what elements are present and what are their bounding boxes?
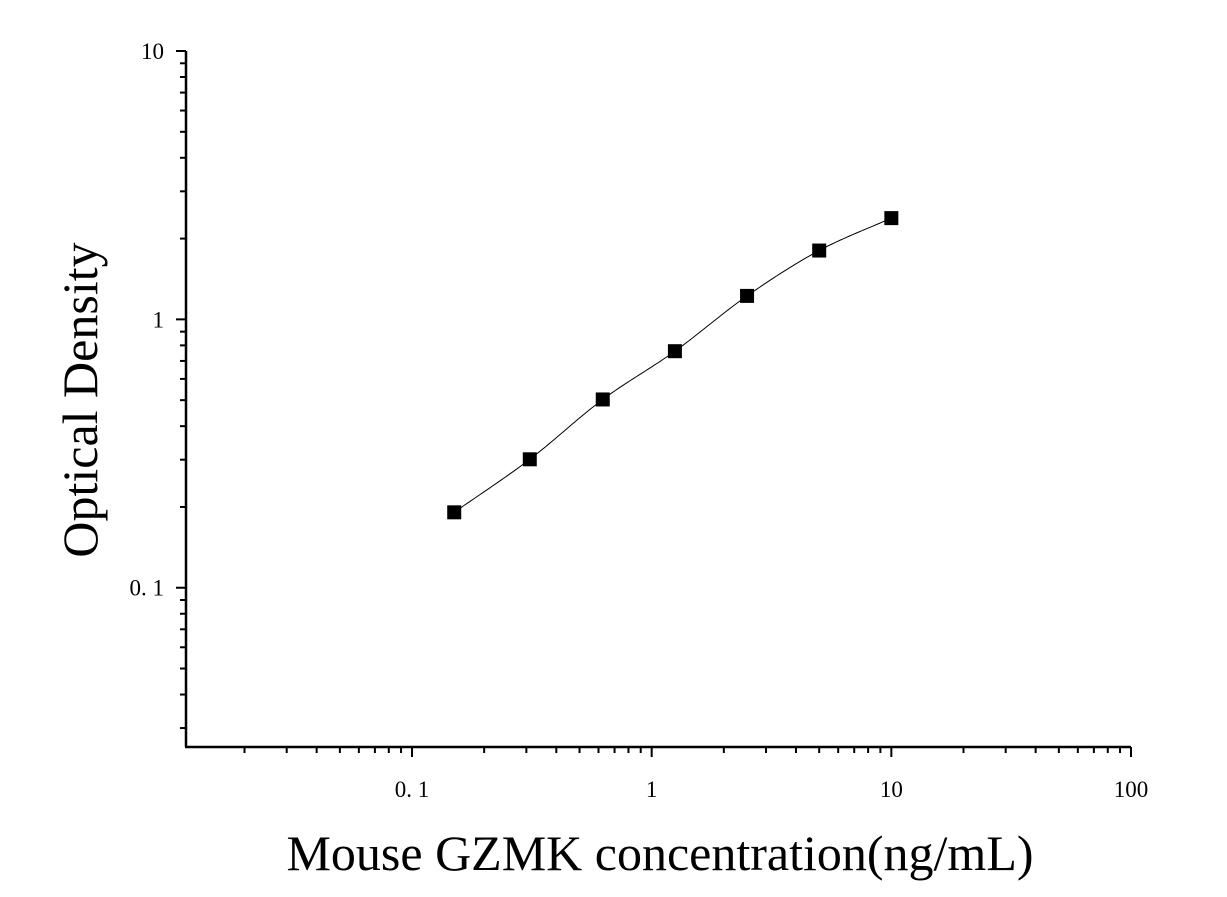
fit-curve	[453, 217, 892, 513]
y-axis-title: Optical Density	[52, 242, 108, 557]
x-axis-title: Mouse GZMK concentration(ng/mL)	[286, 825, 1033, 881]
x-tick-labels: 0. 1 1 10 100	[395, 777, 1148, 802]
axes	[176, 50, 1132, 757]
y-tick-labels: 0. 1 1 10	[130, 39, 165, 601]
y-tick-label: 1	[153, 307, 165, 332]
data-point-marker	[522, 452, 537, 467]
data-point-marker	[447, 505, 462, 520]
x-tick-label: 1	[646, 777, 658, 802]
data-point-marker	[812, 243, 827, 258]
data-point-marker	[667, 344, 682, 359]
y-tick-label: 10	[141, 39, 164, 64]
y-tick-label: 0. 1	[130, 576, 165, 601]
data-point-marker	[595, 392, 610, 407]
x-tick-label: 100	[1114, 777, 1149, 802]
data-point-marker	[884, 211, 899, 226]
x-tick-label: 0. 1	[395, 777, 430, 802]
x-tick-label: 10	[880, 777, 903, 802]
data-markers	[447, 211, 899, 520]
data-point-marker	[740, 288, 755, 303]
